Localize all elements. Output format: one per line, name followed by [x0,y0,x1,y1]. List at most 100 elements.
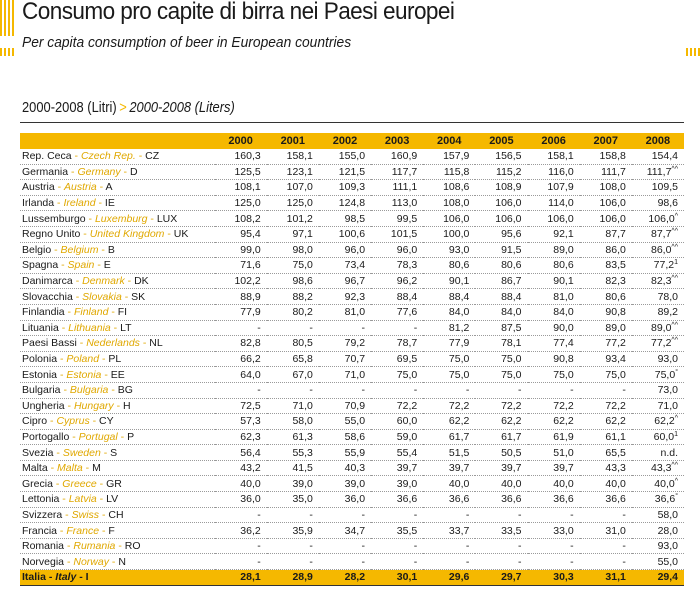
value-text: 55,4 [396,446,418,459]
value-text: - [413,540,418,553]
value-text: - [465,508,470,521]
header-year: 2005 [475,133,528,149]
value-cell: 78,0 [631,288,684,305]
value-text: 36,0 [344,493,366,506]
country-code: EE [110,368,125,381]
value-cell: - [371,382,424,399]
value-text: 60,0 [396,415,418,428]
value-text: 121,5 [338,165,366,178]
value-cell: 36,0 [214,491,267,508]
value-text: 108,0 [443,197,470,210]
country-cell: Portogallo - Portugal - P [20,429,215,446]
country-separator: - [57,353,67,366]
value-text: 75,0 [605,368,626,381]
value-text: 71,0 [292,399,313,412]
value-cell: 93,0 [423,242,476,259]
country-code: IE [104,197,115,210]
value-cell: - [214,553,267,571]
country-name-italian: Svizzera [22,508,63,521]
table-row: Danimarca - Denmark - DK 102,2 98,6 96,7 96,… [20,273,684,290]
country-name-english: Spain [67,259,95,272]
footnote-mark: 1 [674,259,678,267]
value-cell: 121,5 [318,164,372,181]
country-name-english: Sweden [62,446,101,459]
value-cell: 106,0 [423,210,476,227]
value-cell: 36,0 [318,491,372,508]
value-cell: 51,0 [527,444,580,461]
value-cell: 71,0 [631,398,684,415]
value-text: 87,7 [605,228,626,241]
value-cell: 98,5 [318,210,372,227]
value-text: 106,0 [495,212,522,225]
value-text: 91,5 [501,243,522,256]
value-text: 36,6 [501,493,522,506]
value-text: 89,0 [553,243,574,256]
value-text: 90,8 [605,306,626,319]
value-text: 108,1 [234,181,261,194]
value-text: 67,0 [292,368,313,381]
value-text: - [518,508,522,521]
value-text: 71,0 [657,399,678,412]
country-separator: - [58,259,68,272]
value-text: 82,3 [605,275,626,288]
country-separator: - [139,337,150,350]
value-text: - [257,321,261,334]
country-separator: - [96,493,107,506]
value-text: - [570,508,574,521]
country-name-english: Luxemburg [94,212,148,225]
header-year: 2003 [371,133,424,149]
value-cell: - [214,382,267,399]
value-cell: - [423,553,476,571]
footnote-mark: ^^ [671,165,678,173]
value-text: 106,0 [599,212,626,225]
value-text: 106,0 [443,212,470,225]
country-name-italian: Austria [22,181,55,194]
value-cell: 70,7 [318,351,372,368]
value-cell: 82,3 [579,273,632,290]
value-text: 28,9 [292,571,313,584]
value-text: 69,5 [396,353,418,366]
value-cell: 93,0 [631,538,684,555]
value-text: 58,0 [657,508,678,521]
country-separator: - [72,290,83,303]
value-cell: 90,0 [527,320,580,337]
value-cell: 65,5 [579,444,632,461]
value-text: 40,3 [344,462,366,475]
table-subtitle: 2000-2008 (Litri) >2000-2008 (Liters) [22,99,235,116]
value-cell: 62,3 [214,429,267,446]
value-text: 62,2 [654,415,675,428]
value-cell: 30,3 [527,569,580,586]
country-cell: Bulgaria - Bulgaria - BG [20,382,215,399]
country-name-italian: Finlandia [22,306,65,319]
country-separator: - [108,306,118,319]
value-cell: 29,6 [423,569,476,586]
country-cell: Romania - Rumania - RO [20,538,215,555]
value-cell: 70,9 [318,398,372,415]
value-cell: 75,0 [266,257,319,274]
value-text: 40,0 [605,477,626,490]
value-cell: 92,3 [318,288,372,305]
value-text: 29,7 [501,571,522,584]
value-text: 29,6 [448,571,470,584]
country-name-english: Estonia [66,368,102,381]
value-cell: 98,6 [631,195,684,212]
value-cell: - [266,507,319,524]
value-text: 98,6 [292,275,313,288]
value-text: 90,8 [553,353,574,366]
value-text: 78,7 [396,337,418,350]
value-text: 36,2 [240,524,261,537]
value-cell: 99,0 [214,242,267,259]
value-text: 72,2 [553,399,574,412]
value-text: 77,6 [396,306,418,319]
value-text: 109,3 [338,181,366,194]
value-text: 61,9 [553,430,574,443]
value-text: - [361,555,366,568]
value-text: 51,0 [553,446,574,459]
country-code: CZ [145,150,160,163]
country-name-italian: Germania [22,165,69,178]
country-name-english: Denmark [82,275,125,288]
value-cell: 72,2 [371,398,424,415]
value-text: 35,5 [396,524,418,537]
country-name-english: Norway [73,555,109,568]
value-text: 84,0 [448,306,470,319]
